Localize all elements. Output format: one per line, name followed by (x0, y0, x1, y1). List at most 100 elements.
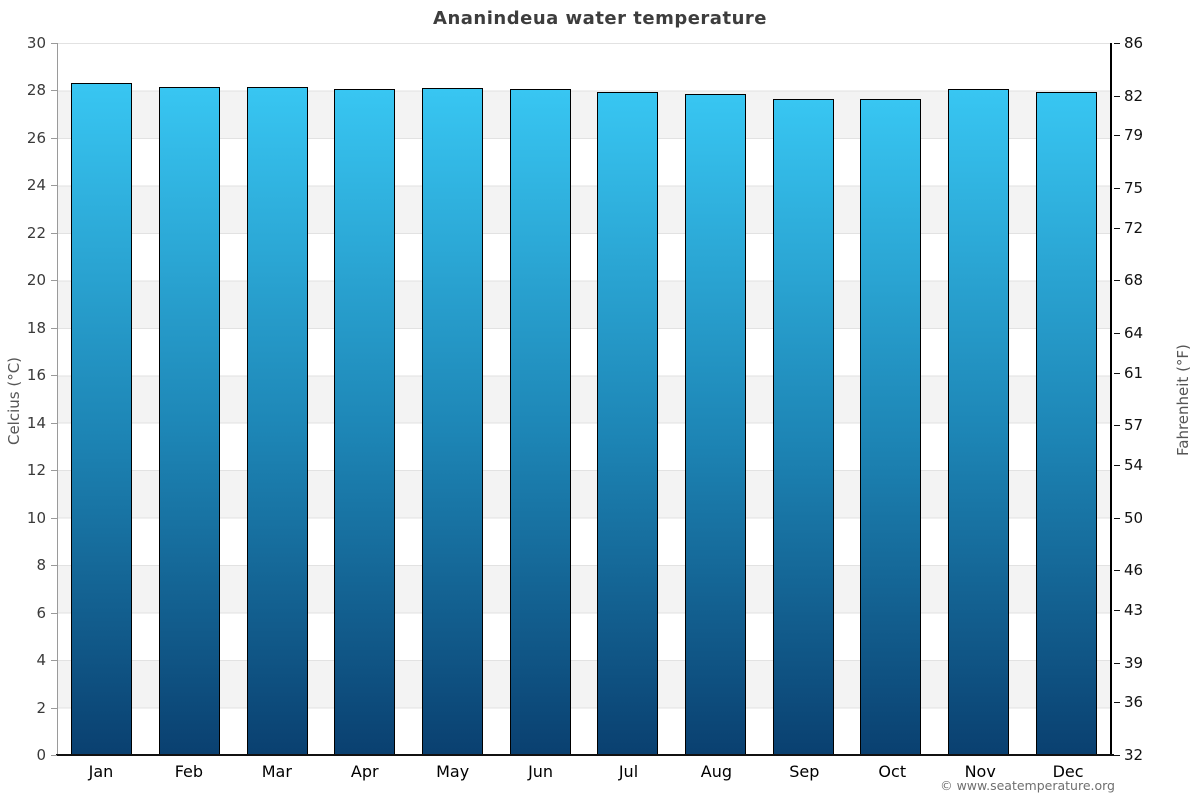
y-right-tick-82: 82 (1124, 86, 1144, 105)
y-left-tick-30: 30 (26, 34, 46, 52)
y-right-tick-32: 32 (1124, 746, 1144, 764)
bar-slot-jul (584, 43, 672, 755)
y-right-tickmark-61 (1114, 372, 1120, 374)
y-right-tickmark-43 (1114, 609, 1120, 611)
bar-slot-mar (233, 43, 321, 755)
x-tick-label-mar: Mar (261, 762, 292, 781)
x-tick-label-feb: Feb (174, 762, 204, 781)
y-left-tickmark-24 (51, 185, 57, 187)
y-right-tick-43: 43 (1124, 600, 1144, 619)
y-axis-left-title: Celcius (°C) (5, 356, 23, 446)
y-right-tick-54: 54 (1124, 455, 1144, 474)
plot-area (57, 43, 1112, 755)
y-right-tickmark-36 (1114, 702, 1120, 704)
bar-apr (334, 89, 396, 755)
x-tick-label-oct: Oct (878, 762, 907, 781)
bar-sep (772, 98, 834, 755)
bars-container (58, 43, 1110, 755)
y-left-tickmark-22 (51, 232, 57, 234)
bar-slot-jan (58, 43, 146, 755)
y-left-tick-0: 0 (36, 746, 46, 764)
y-left-tickmark-8 (51, 565, 57, 567)
x-tick-label-may: May (436, 762, 470, 781)
x-tick-label-nov: Nov (964, 762, 996, 781)
x-tick-label-aug: Aug (700, 762, 733, 781)
bar-oct (860, 98, 922, 755)
y-right-tick-39: 39 (1124, 653, 1144, 672)
x-axis-line (56, 754, 1114, 756)
bar-slot-dec (1022, 43, 1110, 755)
y-left-tickmark-28 (51, 90, 57, 92)
y-right-tickmark-39 (1114, 662, 1120, 664)
y-right-tickmark-32 (1114, 755, 1120, 756)
y-left-tickmark-6 (51, 612, 57, 614)
y-left-tick-18: 18 (26, 318, 46, 337)
y-left-tick-10: 10 (26, 508, 46, 527)
y-left-tickmark-0 (51, 755, 57, 756)
chart-title: Ananindeua water temperature (433, 8, 767, 29)
y-right-tick-75: 75 (1124, 179, 1144, 198)
y-right-tick-57: 57 (1124, 416, 1144, 435)
bar-slot-nov (935, 43, 1023, 755)
y-left-tick-8: 8 (36, 556, 46, 575)
y-right-tickmark-79 (1114, 135, 1120, 137)
y-left-tick-24: 24 (26, 176, 46, 195)
y-left-tickmark-2 (51, 707, 57, 709)
y-left-tickmark-20 (51, 280, 57, 282)
bar-may (422, 88, 484, 755)
y-right-tickmark-54 (1114, 464, 1120, 466)
y-left-tickmark-12 (51, 470, 57, 472)
y-left-tickmark-10 (51, 517, 57, 519)
y-right-tick-64: 64 (1124, 324, 1144, 343)
x-tick-label-sep: Sep (789, 762, 820, 781)
y-right-tickmark-64 (1114, 333, 1120, 335)
y-left-tickmark-18 (51, 327, 57, 329)
y-right-tick-50: 50 (1124, 508, 1144, 527)
y-left-tick-26: 26 (26, 128, 46, 147)
bar-feb (159, 86, 220, 755)
bar-slot-jun (496, 43, 584, 755)
bar-slot-may (409, 43, 497, 755)
bar-slot-sep (759, 43, 847, 755)
y-right-tick-61: 61 (1124, 363, 1144, 382)
y-left-tick-12: 12 (26, 461, 46, 480)
y-left-tick-2: 2 (36, 698, 46, 717)
x-tick-label-apr: Apr (350, 762, 379, 781)
y-right-tick-72: 72 (1124, 218, 1144, 237)
bar-jan (71, 83, 133, 755)
bar-slot-aug (672, 43, 760, 755)
y-left-tickmark-26 (51, 137, 57, 139)
y-right-tick-36: 36 (1124, 693, 1144, 712)
y-left-tick-22: 22 (26, 223, 46, 242)
copyright-text: © www.seatemperature.org (940, 778, 1115, 793)
y-left-tick-28: 28 (26, 81, 46, 100)
bar-slot-oct (847, 43, 935, 755)
y-left-tick-16: 16 (26, 366, 46, 385)
bar-nov (948, 89, 1010, 755)
bar-mar (246, 86, 308, 755)
x-tick-label-jan: Jan (88, 762, 114, 781)
bar-jun (509, 89, 571, 755)
bar-slot-feb (146, 43, 234, 755)
bar-dec (1035, 91, 1097, 755)
y-left-tickmark-4 (51, 660, 57, 662)
y-left-tick-20: 20 (26, 271, 46, 290)
y-right-tick-86: 86 (1124, 34, 1144, 52)
y-right-tickmark-75 (1114, 188, 1120, 190)
x-tick-label-jul: Jul (618, 762, 639, 781)
y-right-tick-68: 68 (1124, 271, 1144, 290)
y-left-tick-14: 14 (26, 413, 46, 432)
x-tick-label-dec: Dec (1052, 762, 1084, 781)
y-right-tickmark-86 (1114, 43, 1120, 44)
bar-jul (597, 91, 659, 755)
x-axis-labels: Jan Feb Mar Apr May Jun Jul Aug Sep Oct Nov Dec (57, 762, 1112, 781)
y-right-tickmark-46 (1114, 570, 1120, 572)
y-right-tickmark-68 (1114, 280, 1120, 282)
y-left-tick-4: 4 (36, 651, 46, 670)
y-axis-right-title: Fahrenheit (°F) (1174, 344, 1192, 456)
bar-aug (685, 94, 747, 755)
y-left-tickmark-16 (51, 375, 57, 377)
y-right-tickmark-82 (1114, 95, 1120, 97)
y-right-tick-79: 79 (1124, 126, 1144, 145)
